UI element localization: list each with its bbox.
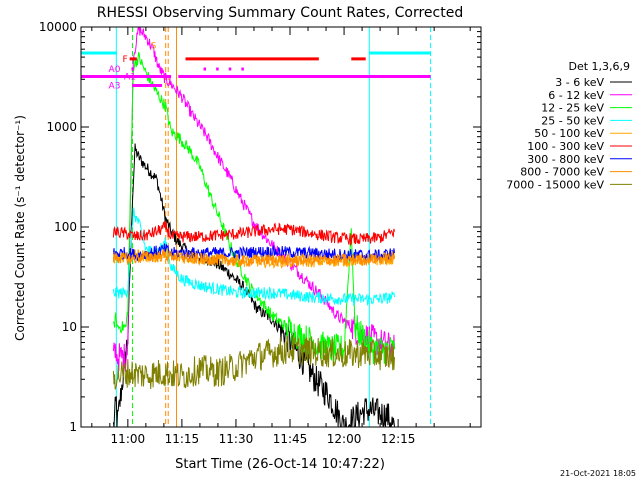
- legend-label-6: 300 - 800 keV: [527, 153, 604, 166]
- series-line-8: [112, 335, 395, 390]
- legend-label-1: 6 - 12 keV: [548, 89, 604, 102]
- y-tick-label-1: 10: [62, 320, 77, 334]
- x-tick-label-4: 12:00: [327, 432, 362, 446]
- legend-header: Det 1,3,6,9: [568, 60, 630, 73]
- series-line-1: [112, 27, 395, 372]
- x-tick-label-2: 11:30: [219, 432, 254, 446]
- series-line-2: [112, 51, 395, 365]
- y-tick-label-4: 10000: [39, 20, 77, 34]
- y-tick-label-2: 100: [54, 220, 77, 234]
- x-tick-label-3: 11:45: [273, 432, 308, 446]
- y-tick-label-0: 1: [69, 420, 77, 434]
- legend-label-8: 7000 - 15000 keV: [506, 178, 604, 191]
- legend-label-5: 100 - 300 keV: [527, 140, 604, 153]
- flag-label-2: A1: [124, 72, 136, 82]
- series-line-0: [112, 143, 395, 427]
- x-tick-label-5: 12:15: [381, 432, 416, 446]
- legend-label-2: 12 - 25 keV: [541, 102, 604, 115]
- flag-label-1: A0: [109, 65, 121, 75]
- footer-date: 21-Oct-2021 18:05: [560, 469, 636, 478]
- legend-label-7: 800 - 7000 keV: [520, 166, 604, 179]
- x-tick-label-1: 11:15: [165, 432, 200, 446]
- legend-label-3: 25 - 50 keV: [541, 114, 604, 127]
- chart-title: RHESSI Observing Summary Count Rates, Co…: [97, 5, 463, 21]
- x-axis-label: Start Time (26-Oct-14 10:47:22): [175, 457, 385, 472]
- series-line-7: [112, 248, 395, 268]
- x-tick-label-0: 11:00: [111, 432, 146, 446]
- y-tick-label-3: 1000: [46, 120, 77, 134]
- flag-label-0: F: [122, 55, 127, 65]
- y-axis-label: Corrected Count Rate (s⁻¹ detector⁻¹): [13, 115, 27, 341]
- flag-label-3: A3: [109, 82, 121, 92]
- flag-label-4: S: [151, 42, 157, 52]
- series-line-5: [112, 221, 395, 247]
- legend-label-0: 3 - 6 keV: [555, 76, 604, 89]
- legend-label-4: 50 - 100 keV: [534, 127, 604, 140]
